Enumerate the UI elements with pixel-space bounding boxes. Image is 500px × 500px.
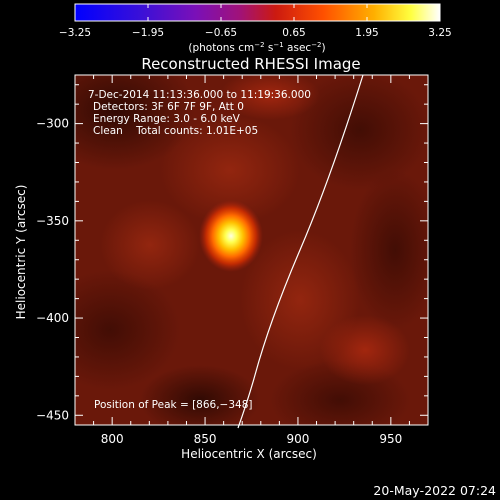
detectors-info: Detectors: 3F 6F 7F 9F, Att 0 (93, 101, 244, 113)
y-axis-label: Heliocentric Y (arcsec) (14, 185, 28, 320)
colorbar-units: (photons cm−2 s−1 asec−2) (188, 41, 325, 54)
colorbar-tick-label: −3.25 (59, 27, 91, 39)
emission-source (199, 200, 263, 272)
colorbar-ticks: −3.25 −1.95 −0.65 0.65 1.95 3.25 (59, 4, 452, 39)
x-tick-label: 900 (286, 432, 309, 446)
render-timestamp: 20‐May‐2022 07:24 (373, 483, 496, 498)
y-tick-label: −350 (36, 214, 69, 228)
plot-frame (74, 74, 429, 426)
colorbar-tick-label: 1.95 (355, 27, 378, 39)
observation-time: 7‐Dec‐2014 11:13:36.000 to 11:19:36.000 (88, 89, 311, 101)
y-tick-label: −400 (36, 311, 69, 325)
energy-range: Energy Range: 3.0 ‐ 6.0 keV (93, 113, 241, 125)
x-tick-label: 850 (194, 432, 217, 446)
rhessi-image (75, 75, 428, 425)
y-tick-label: −300 (36, 117, 69, 131)
x-tick-label: 800 (101, 432, 124, 446)
x-axis-label: Heliocentric X (arcsec) (181, 447, 317, 461)
peak-position: Position of Peak = [866,−348] (94, 399, 253, 411)
x-tick-label: 950 (379, 432, 402, 446)
colorbar-tick-label: −0.65 (205, 27, 237, 39)
colorbar-tick-label: 0.65 (282, 27, 305, 39)
y-axis: −300 −350 −400 −450 (36, 84, 428, 422)
plot-title: Reconstructed RHESSI Image (141, 55, 360, 73)
colorbar (74, 3, 441, 22)
x-axis: 800 850 900 950 (93, 75, 429, 446)
colorbar-tick-label: −1.95 (132, 27, 164, 39)
clean-total-counts: Clean Total counts: 1.01E+05 (93, 125, 258, 137)
colorbar-tick-label: 3.25 (428, 27, 451, 39)
y-tick-label: −450 (36, 408, 69, 422)
solar-limb (237, 74, 364, 429)
